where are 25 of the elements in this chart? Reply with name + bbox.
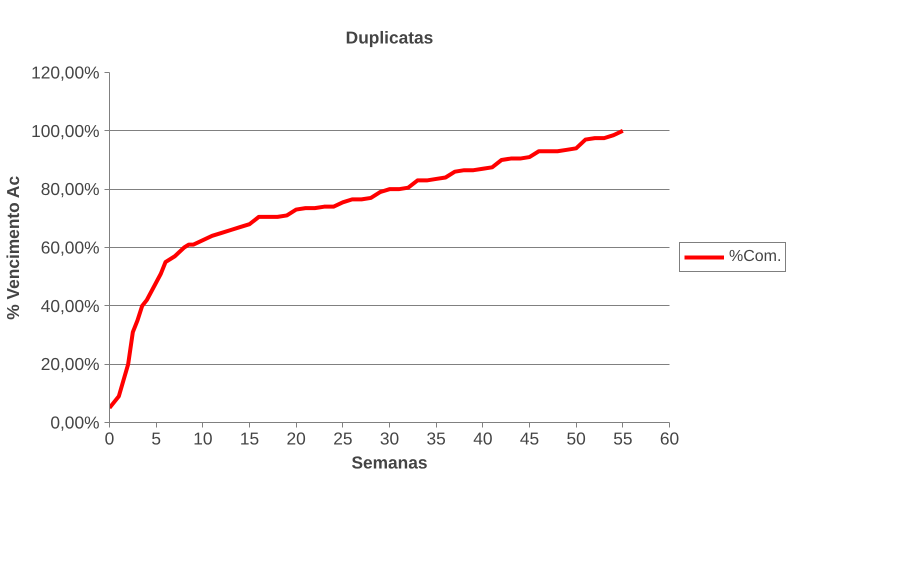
legend-label: %Com. [729,248,782,266]
y-tick-label: 40,00% [40,296,100,316]
x-tick-label: 15 [240,428,260,448]
y-tick-label: 100,00% [31,120,100,141]
y-tick-label: 0,00% [50,412,100,432]
y-tick-label: 120,00% [31,62,100,82]
x-tick-label: 10 [193,428,212,448]
x-tick-label: 35 [426,428,446,448]
line-series [110,128,625,410]
x-tick-label: 50 [566,428,586,448]
y-tick-label: 20,00% [40,354,100,374]
chart-title: Duplicatas [346,28,434,48]
x-tick-label: 55 [613,428,632,448]
y-tick-label: 80,00% [40,179,100,200]
x-tick-label: 60 [660,428,680,448]
x-tick-label: 40 [473,428,492,448]
x-tick-label: 30 [380,428,400,448]
x-tick-label: 5 [151,428,161,448]
x-axis-title: Semanas [351,452,428,472]
y-tick-label: 60,00% [40,238,100,258]
x-tick-label: 25 [333,428,352,448]
x-tick-label: 45 [520,428,540,448]
x-tick-label: 0 [104,428,114,448]
y-axis-title: % Vencimento Ac [3,176,24,320]
x-tick-label: 20 [286,428,306,448]
